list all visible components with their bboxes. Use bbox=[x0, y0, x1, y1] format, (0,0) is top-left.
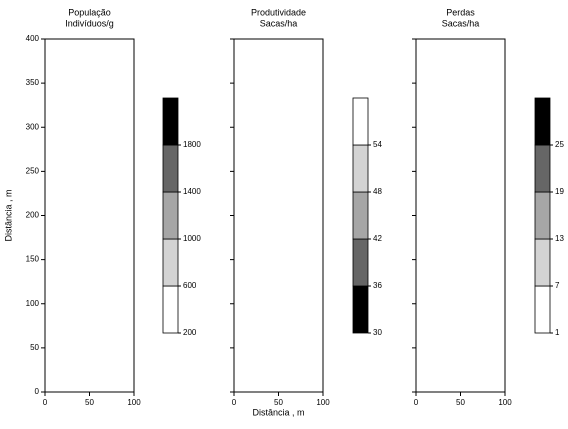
colorbar-label: 200 bbox=[183, 328, 197, 337]
panel-title: População bbox=[68, 7, 111, 17]
x-tick-label: 50 bbox=[456, 398, 465, 407]
x-tick-label: 100 bbox=[127, 398, 141, 407]
plot-frame bbox=[44, 38, 135, 393]
y-axis-label: Distância , m bbox=[3, 189, 13, 241]
panel-title: Produtividade bbox=[251, 7, 306, 17]
colorbar-band bbox=[162, 285, 179, 334]
y-tick-label: 400 bbox=[26, 34, 40, 43]
colorbar-band bbox=[534, 238, 551, 287]
colorbar-label: 13 bbox=[555, 234, 564, 243]
x-tick-label: 0 bbox=[232, 398, 237, 407]
colorbar-label: 54 bbox=[373, 140, 382, 149]
colorbar-band bbox=[162, 97, 179, 146]
x-tick-label: 0 bbox=[43, 398, 48, 407]
colorbar-label: 48 bbox=[373, 187, 382, 196]
colorbar-label: 36 bbox=[373, 281, 382, 290]
x-tick-label: 0 bbox=[414, 398, 419, 407]
colorbar-label: 600 bbox=[183, 281, 197, 290]
colorbar-band bbox=[534, 144, 551, 193]
colorbar-band bbox=[534, 285, 551, 334]
x-tick-label: 50 bbox=[274, 398, 283, 407]
colorbar-label: 1400 bbox=[183, 187, 201, 196]
y-tick-label: 300 bbox=[26, 122, 40, 131]
colorbar-band bbox=[352, 191, 369, 240]
colorbar-band bbox=[352, 285, 369, 334]
colorbar-label: 19 bbox=[555, 187, 564, 196]
x-tick-label: 100 bbox=[316, 398, 330, 407]
colorbar-band bbox=[352, 238, 369, 287]
colorbar-band bbox=[162, 144, 179, 193]
y-tick-label: 350 bbox=[26, 78, 40, 87]
colorbar-band bbox=[162, 191, 179, 240]
plot-frame bbox=[415, 38, 506, 393]
colorbar-label: 42 bbox=[373, 234, 382, 243]
colorbar-band bbox=[534, 191, 551, 240]
colorbar-label: 30 bbox=[373, 328, 382, 337]
colorbar-label: 1800 bbox=[183, 140, 201, 149]
panel-subtitle: Sacas/ha bbox=[442, 18, 480, 28]
panel-subtitle: Indivíduos/g bbox=[65, 18, 114, 28]
colorbar-band bbox=[534, 97, 551, 146]
colorbar-band bbox=[162, 238, 179, 287]
x-tick-label: 50 bbox=[85, 398, 94, 407]
y-tick-label: 150 bbox=[26, 255, 40, 264]
y-tick-label: 100 bbox=[26, 299, 40, 308]
colorbar-band bbox=[352, 97, 369, 146]
y-tick-label: 250 bbox=[26, 166, 40, 175]
colorbar-label: 1000 bbox=[183, 234, 201, 243]
y-tick-label: 0 bbox=[35, 387, 40, 396]
colorbar-label: 7 bbox=[555, 281, 560, 290]
colorbar-label: 25 bbox=[555, 140, 564, 149]
x-tick-label: 100 bbox=[498, 398, 512, 407]
colorbar-label: 1 bbox=[555, 328, 560, 337]
panel-title: Perdas bbox=[446, 7, 475, 17]
y-tick-label: 50 bbox=[30, 343, 39, 352]
x-axis-label: Distância , m bbox=[252, 407, 304, 417]
y-tick-label: 200 bbox=[26, 211, 40, 220]
colorbar-band bbox=[352, 144, 369, 193]
plot-frame bbox=[233, 38, 324, 393]
panel-subtitle: Sacas/ha bbox=[260, 18, 298, 28]
